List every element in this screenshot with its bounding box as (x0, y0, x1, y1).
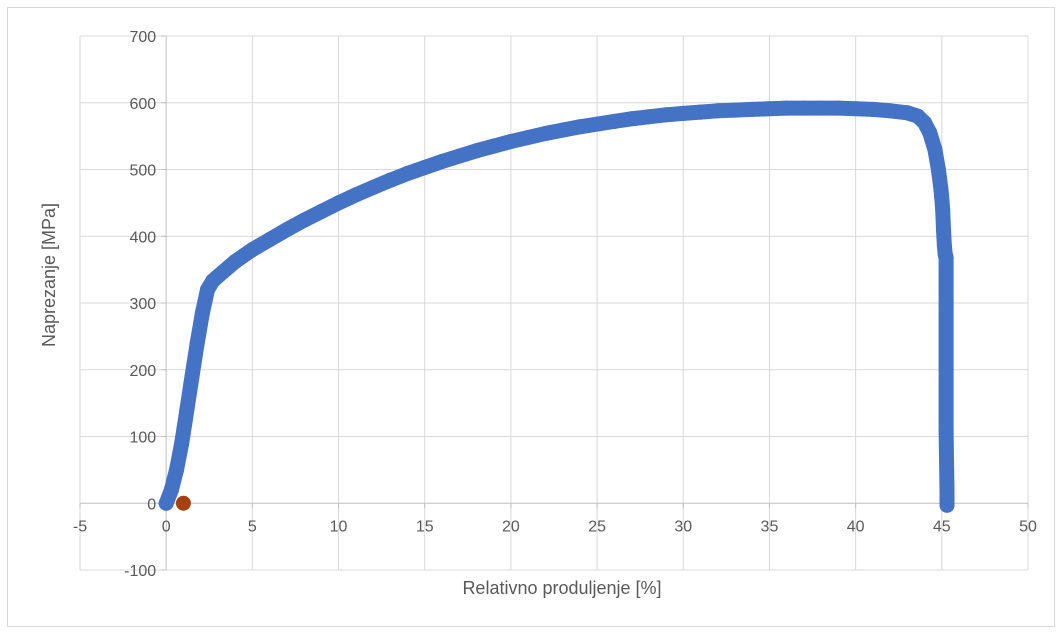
data-point (227, 254, 243, 270)
data-point (830, 100, 846, 116)
x-tick-label: 5 (248, 518, 257, 535)
data-point (658, 107, 674, 123)
data-point (710, 103, 726, 119)
data-point (606, 113, 622, 129)
y-tick-label: 200 (129, 363, 156, 380)
data-point (938, 362, 954, 378)
x-tick-label: 40 (847, 518, 865, 535)
data-point (641, 109, 657, 125)
data-point (331, 195, 347, 211)
data-point (189, 335, 205, 351)
data-point (935, 202, 951, 218)
data-point (938, 423, 954, 439)
series-layer (158, 100, 955, 513)
y-tick-label: 400 (129, 229, 156, 246)
x-tick-label: 30 (674, 518, 692, 535)
x-tick-label: 25 (588, 518, 606, 535)
series-0 (158, 100, 955, 513)
data-point (468, 143, 484, 159)
data-point (210, 268, 226, 284)
data-point (939, 483, 955, 499)
data-point (163, 482, 179, 498)
data-point (262, 232, 278, 248)
data-point (930, 162, 946, 177)
data-point (279, 222, 295, 238)
data-point (184, 368, 200, 384)
data-point (313, 204, 329, 220)
data-point (848, 101, 864, 117)
data-point (761, 101, 777, 117)
data-point (882, 103, 898, 119)
data-point (744, 101, 760, 117)
data-point (938, 297, 954, 313)
data-point (486, 138, 502, 154)
data-point (675, 105, 691, 121)
y-tick-label: 500 (129, 163, 156, 180)
data-point (693, 104, 709, 120)
data-point (365, 180, 381, 196)
data-point (179, 402, 195, 418)
data-point (296, 212, 312, 228)
chart-frame: -5 0 5 10 15 20 25 30 35 40 45 50 -100 0 100 200 300 400… (7, 7, 1055, 627)
series-1 (175, 495, 191, 511)
y-tick-label: 300 (129, 296, 156, 313)
data-point (555, 122, 571, 138)
data-point (939, 497, 955, 513)
data-point (503, 133, 519, 149)
y-tick-label: 100 (129, 430, 156, 447)
data-point (348, 187, 364, 203)
data-point (624, 111, 640, 127)
x-tick-label: 20 (502, 518, 520, 535)
data-point (537, 125, 553, 141)
data-point (194, 305, 210, 321)
data-point (382, 172, 398, 188)
y-tick-label: -100 (124, 563, 156, 580)
data-point (572, 119, 588, 135)
data-point (727, 102, 743, 118)
x-tick-labels: -5 0 5 10 15 20 25 30 35 40 45 50 (73, 518, 1037, 535)
data-point (434, 153, 450, 169)
data-point (520, 129, 536, 145)
data-point (174, 435, 190, 451)
data-point (244, 242, 260, 258)
data-point (158, 495, 174, 511)
x-axis-title: Relativno produljenje [%] (462, 578, 661, 598)
data-point (796, 100, 812, 116)
x-tick-label: 50 (1019, 518, 1037, 535)
x-tick-label: 0 (162, 518, 171, 535)
x-tick-label: 35 (761, 518, 779, 535)
data-point (865, 101, 881, 117)
x-tick-label: -5 (73, 518, 87, 535)
data-point (399, 166, 415, 182)
data-point (933, 182, 949, 198)
y-axis-title: Naprezanje [MPa] (39, 203, 59, 347)
data-point (936, 222, 952, 238)
y-tick-label: 700 (129, 29, 156, 46)
data-point (779, 100, 795, 116)
data-point (451, 148, 467, 164)
data-point (417, 159, 433, 175)
x-tick-label: 45 (933, 518, 951, 535)
data-point (927, 141, 943, 157)
data-point (922, 125, 938, 141)
x-tick-label: 15 (416, 518, 434, 535)
chart-svg: -5 0 5 10 15 20 25 30 35 40 45 50 -100 0 100 200 300 400… (39, 29, 1037, 598)
data-point (175, 495, 191, 511)
data-point (169, 462, 185, 478)
data-point (589, 116, 605, 132)
data-point (813, 100, 829, 116)
y-tick-labels: -100 0 100 200 300 400 500 600 700 (124, 29, 156, 580)
x-tick-label: 10 (330, 518, 348, 535)
y-tick-label: 0 (147, 496, 156, 513)
y-tick-label: 600 (129, 96, 156, 113)
data-point (938, 250, 954, 266)
series-band (158, 100, 955, 513)
